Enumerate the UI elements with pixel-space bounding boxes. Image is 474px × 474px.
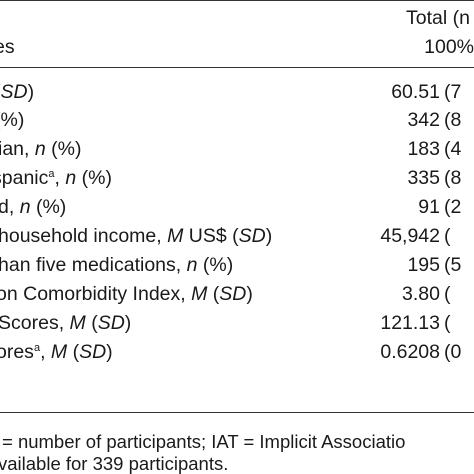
table-row: oresa, M (SD) 0.6208 (0 bbox=[0, 337, 474, 367]
table-row: on Comorbidity Index, M (SD) 3.80( bbox=[0, 279, 474, 309]
row-value: 0.6208 bbox=[380, 341, 440, 363]
row-value-extra: (8 bbox=[444, 167, 462, 189]
table-top-rule bbox=[0, 0, 474, 1]
table-row: d, n (%) 91 (2 bbox=[0, 192, 474, 222]
row-label: Scores, M (SD) bbox=[0, 312, 132, 334]
row-label: (%) bbox=[0, 109, 25, 131]
row-value-extra: ( bbox=[444, 225, 451, 247]
row-value-extra: (4 bbox=[444, 138, 462, 160]
row-value: 45,942 bbox=[380, 225, 440, 247]
row-label: oresa, M (SD) bbox=[0, 341, 113, 363]
row-value-extra: (8 bbox=[444, 109, 462, 131]
row-value: 121.13 bbox=[380, 312, 440, 334]
row-value: 3.80 bbox=[402, 283, 440, 305]
row-value-extra: (2 bbox=[444, 196, 462, 218]
row-label: household income, M US$ (SD) bbox=[0, 225, 273, 247]
table-row: spanica, n (%) 335(8 bbox=[0, 163, 474, 193]
total-column-percent: 100% bbox=[424, 36, 474, 58]
row-label: on Comorbidity Index, M (SD) bbox=[0, 283, 253, 305]
table-note-availability: vailable for 339 participants. bbox=[0, 453, 229, 474]
row-value: 342 bbox=[407, 109, 440, 131]
row-value-extra: (5 bbox=[444, 254, 462, 276]
total-column-header: Total (n bbox=[406, 7, 470, 29]
table-bottom-rule bbox=[0, 412, 474, 413]
table-note-abbreviations: = number of participants; IAT = Implicit… bbox=[2, 431, 406, 452]
table-row: (SD) 60.51(7 bbox=[0, 77, 474, 107]
row-label: ian, n (%) bbox=[0, 138, 82, 160]
row-value: 183 bbox=[407, 138, 440, 160]
row-label: han five medications, n (%) bbox=[0, 254, 234, 276]
row-value: 91 bbox=[418, 196, 440, 218]
row-value: 335 bbox=[407, 167, 440, 189]
row-value: 60.51 bbox=[391, 81, 440, 103]
row-label: d, n (%) bbox=[0, 196, 67, 218]
row-value-extra: ( bbox=[444, 312, 451, 334]
row-label: (SD) bbox=[0, 81, 35, 103]
table-row: han five medications, n (%) 195 (5 bbox=[0, 250, 474, 280]
row-value-extra: (0 bbox=[444, 341, 462, 363]
table-row: ian, n (%) 183 (4 bbox=[0, 134, 474, 164]
table-row: Scores, M (SD) 121.13( bbox=[0, 308, 474, 338]
table-row: household income, M US$ (SD) 45,942( bbox=[0, 221, 474, 251]
variable-column-header: es bbox=[0, 36, 15, 58]
row-value: 195 bbox=[407, 254, 440, 276]
row-label: spanica, n (%) bbox=[0, 167, 112, 189]
table-row: (%) 342(8 bbox=[0, 105, 474, 135]
row-value-extra: (7 bbox=[444, 81, 462, 103]
header-rule bbox=[0, 67, 474, 68]
row-value-extra: ( bbox=[444, 283, 451, 305]
